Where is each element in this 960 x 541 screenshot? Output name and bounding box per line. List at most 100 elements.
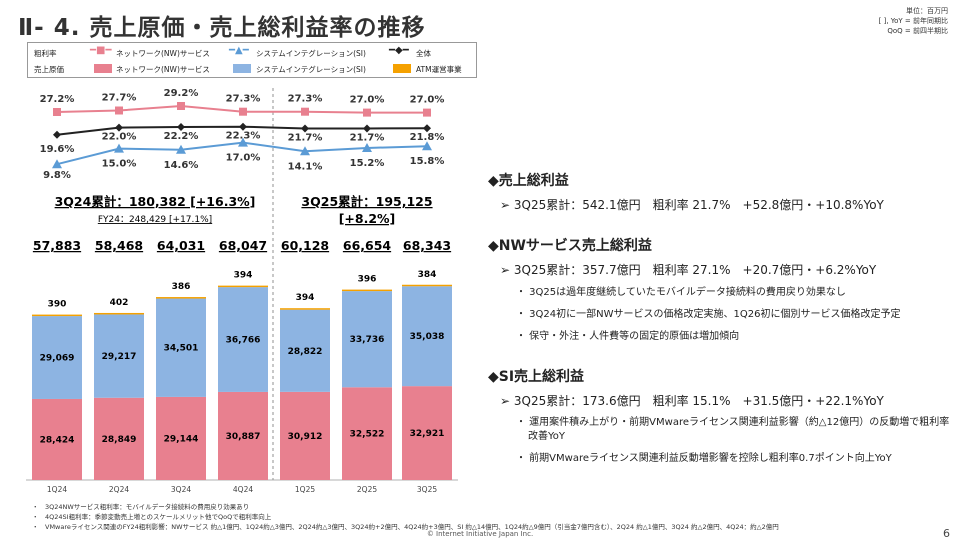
rate-marker-total <box>115 123 123 132</box>
rate-marker-total <box>239 122 247 131</box>
rate-marker-si <box>114 143 124 153</box>
rate-label-nw: 27.0% <box>410 95 445 106</box>
rate-marker-nw <box>239 107 247 116</box>
legend: 粗利率 ━■━ ネットワーク(NW)サービス ━▲━ システムインテグレーション… <box>27 42 477 78</box>
x-tick-label: 1Q24 <box>47 485 67 494</box>
legend-rate-row: 粗利率 ━■━ ネットワーク(NW)サービス ━▲━ システムインテグレーション… <box>34 45 474 60</box>
si-summary: ➢ 3Q25累計：173.6億円 粗利率 15.1% +31.5億円・+22.1… <box>500 394 884 408</box>
quarter-total: 64,031 <box>157 238 205 253</box>
legend-nw-cost: ネットワーク(NW)サービス <box>116 64 210 74</box>
footnote: ・ 3Q24NWサービス粗利率：モバイルデータ接続料の費用戻り効果あり <box>32 503 250 511</box>
label-nw: 29,144 <box>164 434 199 444</box>
rate-marker-total <box>53 130 61 139</box>
rate-marker-total <box>363 124 371 133</box>
bar-nw <box>218 391 268 480</box>
nw-bullet: ・ 3Q25は過年度継続していたモバイルデータ接続料の費用戻り効果なし <box>516 287 846 298</box>
legend-triangle-marker-icon: ━▲━ <box>229 45 249 56</box>
rate-marker-si <box>52 159 62 169</box>
rate-marker-total <box>301 124 309 133</box>
rate-label-nw: 27.2% <box>40 94 75 105</box>
rate-marker-nw <box>363 108 371 117</box>
rate-label-nw: 27.3% <box>226 94 261 105</box>
bar-atm <box>342 289 392 292</box>
fy25-cumulative: 3Q25累計：195,125 <box>301 194 432 209</box>
label-atm: 386 <box>172 282 191 292</box>
legend-atm-swatch <box>393 64 411 73</box>
label-si: 35,038 <box>410 332 445 342</box>
si-bullet: ・ 運用案件積み上がり・前期VMwareライセンス関連利益影響（約△12億円）の… <box>516 417 950 442</box>
label-si: 28,822 <box>288 347 323 357</box>
rate-label-si: 15.2% <box>350 158 385 169</box>
label-nw: 28,849 <box>102 435 137 445</box>
legend-nw-swatch <box>94 64 112 73</box>
label-atm: 394 <box>296 293 315 303</box>
quarter-total: 66,654 <box>343 238 392 253</box>
rate-marker-nw <box>115 106 123 115</box>
bar-nw <box>342 387 392 480</box>
bar-nw <box>32 398 82 480</box>
section-title-nw: ◆NWサービス売上総利益 <box>488 238 652 254</box>
rate-label-si: 14.6% <box>164 160 199 171</box>
bar-nw <box>156 396 206 480</box>
rate-label-nw: 27.7% <box>102 93 137 104</box>
bar-atm <box>94 312 144 315</box>
rate-marker-si <box>422 141 432 151</box>
label-si: 36,766 <box>226 336 261 346</box>
x-tick-label: 3Q25 <box>417 485 437 494</box>
rate-marker-si <box>362 143 372 152</box>
rate-label-total: 21.8% <box>410 132 445 143</box>
bar-atm <box>156 297 206 299</box>
quarter-total: 60,128 <box>281 238 329 253</box>
rate-label-si: 15.0% <box>102 159 137 170</box>
rate-label-total: 21.7% <box>350 133 385 144</box>
rate-marker-nw <box>423 108 431 117</box>
section-title-gross-profit: ◆売上総利益 <box>488 173 569 189</box>
rate-marker-si <box>300 146 310 156</box>
label-si: 29,217 <box>102 352 137 362</box>
rate-marker-nw <box>53 108 61 116</box>
x-tick-label: 3Q24 <box>171 485 191 494</box>
quarter-total: 68,047 <box>219 238 267 253</box>
x-tick-label: 4Q24 <box>233 485 253 494</box>
section-title-si: ◆SI売上総利益 <box>488 369 585 385</box>
bar-si <box>32 316 82 399</box>
unit-label: 単位：百万円 <box>906 7 948 15</box>
legend-square-marker-icon: ━■━ <box>90 45 112 56</box>
rate-label-si: 9.8% <box>43 170 71 181</box>
label-si: 29,069 <box>40 354 75 364</box>
rate-marker-nw <box>177 102 185 110</box>
label-atm: 394 <box>234 271 253 281</box>
fy24-total: FY24：248,429 [+17.1%] <box>98 215 212 225</box>
rate-label-si: 14.1% <box>288 161 323 172</box>
nw-summary: ➢ 3Q25累計：357.7億円 粗利率 27.1% +20.7億円・+6.2%… <box>500 263 877 277</box>
footnote: ・ VMwareライセンス関連のFY24粗利影響：NWサービス 約△1億円、1Q… <box>32 523 779 531</box>
rate-marker-total <box>423 124 431 133</box>
legend-cost-row: 売上原価 ネットワーク(NW)サービス システムインテグレーション(SI) AT… <box>34 62 474 76</box>
page-title: Ⅱ- 4. 売上原価・売上総利益率の推移 <box>18 15 426 41</box>
rate-label-nw: 27.3% <box>288 94 323 105</box>
bar-si <box>218 287 268 392</box>
quarter-total: 57,883 <box>33 238 81 253</box>
copyright: © Internet Initiative Japan Inc. <box>426 530 534 538</box>
rate-label-total: 19.6% <box>40 144 75 155</box>
rate-marker-nw <box>301 107 309 116</box>
label-nw: 28,424 <box>40 435 75 445</box>
rate-label-nw: 29.2% <box>164 88 199 99</box>
legend-cost-label: 売上原価 <box>34 64 64 74</box>
label-atm: 390 <box>48 300 67 310</box>
legend-si-cost: システムインテグレーション(SI) <box>256 64 366 74</box>
label-atm: 396 <box>358 275 377 285</box>
x-tick-label: 2Q24 <box>109 485 129 494</box>
fy24-cumulative: 3Q24累計：180,382 [+16.3%] <box>55 194 256 209</box>
legend-diamond-marker-icon: ━◆━ <box>389 45 409 56</box>
legend-si-rate: システムインテグレーション(SI) <box>256 48 366 58</box>
rate-label-si: 17.0% <box>226 153 261 164</box>
bar-atm <box>402 284 452 287</box>
rate-label-total: 22.2% <box>164 131 199 142</box>
rate-label-nw: 27.0% <box>350 95 385 106</box>
footnote: ・ 4Q24SI粗利率：季節変動売上増とのスケールメリット他でQoQで粗利率向上 <box>32 513 272 521</box>
rate-marker-si <box>238 137 248 147</box>
gross-profit-summary: ➢ 3Q25累計：542.1億円 粗利率 21.7% +52.8億円・+10.8… <box>500 198 884 212</box>
legend-atm-cost: ATM運営事業 <box>416 64 462 74</box>
bar-nw <box>94 397 144 480</box>
